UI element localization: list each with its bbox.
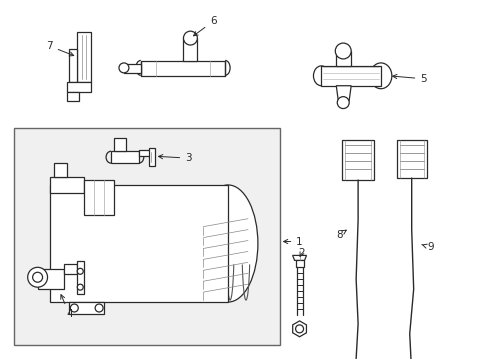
Bar bbox=[14, 129, 279, 345]
Circle shape bbox=[77, 268, 83, 274]
Circle shape bbox=[33, 272, 42, 282]
Ellipse shape bbox=[369, 63, 391, 89]
Polygon shape bbox=[84, 180, 114, 215]
Polygon shape bbox=[49, 177, 84, 193]
Polygon shape bbox=[183, 38, 197, 61]
Polygon shape bbox=[67, 92, 79, 100]
Polygon shape bbox=[295, 260, 303, 267]
Text: 7: 7 bbox=[46, 41, 74, 56]
Polygon shape bbox=[336, 86, 350, 100]
Circle shape bbox=[295, 325, 303, 333]
Circle shape bbox=[183, 31, 197, 45]
Polygon shape bbox=[67, 82, 91, 92]
Circle shape bbox=[337, 96, 348, 109]
Circle shape bbox=[77, 284, 83, 290]
Polygon shape bbox=[114, 138, 126, 151]
Text: 6: 6 bbox=[193, 16, 216, 36]
Circle shape bbox=[335, 43, 350, 59]
Polygon shape bbox=[342, 140, 373, 180]
Text: 5: 5 bbox=[392, 74, 426, 84]
Circle shape bbox=[119, 63, 129, 73]
Circle shape bbox=[28, 267, 47, 287]
Polygon shape bbox=[321, 66, 380, 86]
Polygon shape bbox=[38, 269, 64, 289]
Text: 4: 4 bbox=[61, 295, 73, 319]
Polygon shape bbox=[77, 32, 91, 82]
Polygon shape bbox=[69, 302, 104, 314]
Polygon shape bbox=[49, 185, 228, 302]
Polygon shape bbox=[123, 64, 141, 73]
Polygon shape bbox=[64, 264, 77, 274]
Polygon shape bbox=[139, 150, 150, 156]
Text: 2: 2 bbox=[298, 248, 304, 258]
Circle shape bbox=[70, 304, 78, 312]
Polygon shape bbox=[69, 49, 77, 82]
Polygon shape bbox=[396, 140, 426, 178]
Ellipse shape bbox=[313, 66, 328, 86]
Text: 8: 8 bbox=[335, 230, 346, 239]
Polygon shape bbox=[111, 151, 139, 163]
Polygon shape bbox=[77, 261, 84, 294]
Text: 1: 1 bbox=[283, 237, 302, 247]
Circle shape bbox=[95, 304, 103, 312]
Text: 3: 3 bbox=[158, 153, 191, 163]
Polygon shape bbox=[292, 255, 306, 260]
Polygon shape bbox=[54, 163, 67, 177]
Polygon shape bbox=[336, 51, 350, 66]
Polygon shape bbox=[292, 321, 306, 337]
Text: 9: 9 bbox=[421, 243, 433, 252]
Ellipse shape bbox=[198, 185, 257, 302]
Polygon shape bbox=[141, 61, 224, 76]
Polygon shape bbox=[148, 148, 154, 166]
